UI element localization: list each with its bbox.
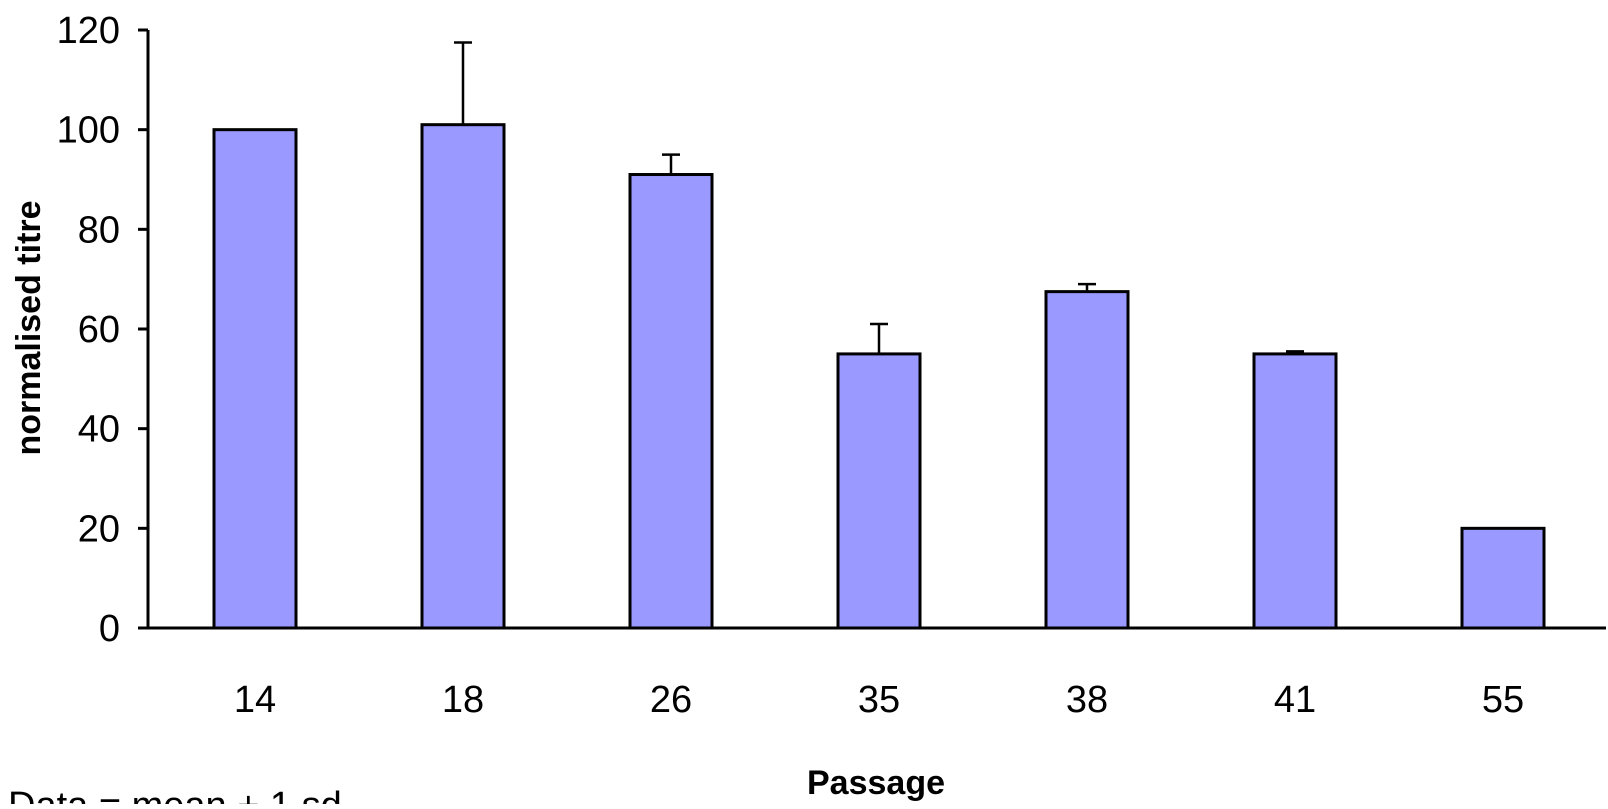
y-tick-label-60: 60 [78,309,120,351]
bar-26 [628,173,714,630]
bar-14 [212,128,298,630]
x-axis-title: Passage [807,764,945,802]
footnote: Data = mean + 1 sd [8,785,342,804]
y-axis-title: normalised titre [10,200,48,455]
x-tick-label-41: 41 [1274,679,1316,721]
y-tick-label-80: 80 [78,209,120,251]
bar-38 [1044,290,1130,630]
bar-55 [1460,526,1546,630]
x-tick-label-26: 26 [650,679,692,721]
x-tick-label-14: 14 [234,679,276,721]
y-tick-label-100: 100 [57,110,120,152]
bar-35 [836,352,922,630]
bar-41 [1252,352,1338,630]
bar-18 [420,123,506,630]
x-tick-label-35: 35 [858,679,900,721]
y-ticks-layer: 0 20 40 60 80 100 120 [57,10,148,650]
error-bars-layer [454,41,1304,354]
y-tick-label-0: 0 [99,608,120,650]
x-tick-label-55: 55 [1482,679,1524,721]
x-tick-labels-layer: 14 18 26 35 38 41 55 [234,679,1524,721]
y-tick-label-120: 120 [57,10,120,52]
y-tick-label-20: 20 [78,508,120,550]
x-tick-label-18: 18 [442,679,484,721]
bars-layer [212,123,1546,630]
x-tick-label-38: 38 [1066,679,1108,721]
y-tick-label-40: 40 [78,409,120,451]
